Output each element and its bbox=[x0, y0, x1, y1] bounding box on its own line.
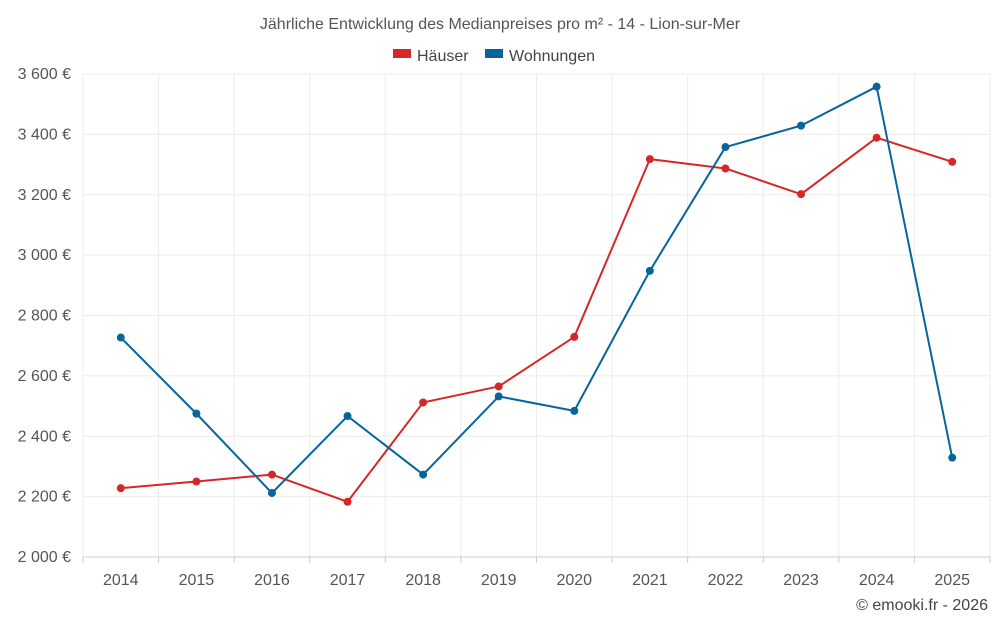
data-point-wohnungen bbox=[797, 121, 806, 130]
data-point-haeuser bbox=[116, 484, 125, 493]
data-point-wohnungen bbox=[645, 266, 654, 275]
y-tick-label: 2 800 € bbox=[18, 308, 71, 325]
series-line-haeuser bbox=[120, 136, 953, 503]
data-point-haeuser bbox=[494, 382, 503, 391]
grid bbox=[82, 73, 991, 557]
data-point-haeuser bbox=[872, 133, 881, 142]
data-point-haeuser bbox=[267, 470, 276, 479]
data-point-haeuser bbox=[721, 164, 730, 173]
series bbox=[116, 82, 957, 506]
data-point-haeuser bbox=[192, 477, 201, 486]
legend-label-wohnungen[interactable]: Wohnungen bbox=[509, 48, 595, 65]
x-tick-label: 2025 bbox=[934, 572, 970, 589]
y-tick-label: 2 200 € bbox=[18, 489, 71, 506]
data-point-haeuser bbox=[570, 332, 579, 341]
data-point-wohnungen bbox=[267, 489, 276, 498]
data-point-wohnungen bbox=[494, 392, 503, 401]
data-point-wohnungen bbox=[343, 412, 352, 421]
legend[interactable]: Häuser Wohnungen bbox=[393, 48, 595, 65]
axes: 2 000 € 2 200 € 2 400 € 2 600 € 2 800 € 3 000… bbox=[18, 66, 991, 589]
legend-label-haeuser[interactable]: Häuser bbox=[417, 48, 469, 65]
data-point-haeuser bbox=[797, 190, 806, 199]
data-point-haeuser bbox=[948, 157, 957, 166]
x-tick-label: 2024 bbox=[859, 572, 895, 589]
y-tick-label: 2 400 € bbox=[18, 428, 71, 445]
data-point-wohnungen bbox=[721, 143, 730, 152]
chart-title: Jährliche Entwicklung des Medianpreises … bbox=[260, 16, 741, 33]
y-tick-label: 3 000 € bbox=[18, 247, 71, 264]
x-tick-label: 2021 bbox=[632, 572, 668, 589]
x-tick-label: 2015 bbox=[179, 572, 215, 589]
data-point-wohnungen bbox=[948, 453, 957, 462]
x-tick-label: 2019 bbox=[481, 572, 517, 589]
data-point-wohnungen bbox=[570, 406, 579, 415]
y-tick-label: 2 600 € bbox=[18, 368, 71, 385]
x-tick-label: 2017 bbox=[330, 572, 366, 589]
y-tick-label: 3 400 € bbox=[18, 126, 71, 143]
data-point-wohnungen bbox=[116, 333, 125, 342]
legend-swatch-wohnungen bbox=[485, 49, 503, 58]
x-tick-label: 2020 bbox=[556, 572, 592, 589]
y-tick-label: 3 600 € bbox=[18, 66, 71, 83]
x-tick-label: 2023 bbox=[783, 572, 819, 589]
x-tick-label: 2016 bbox=[254, 572, 290, 589]
series-line-wohnungen bbox=[120, 85, 954, 495]
data-point-wohnungen bbox=[419, 470, 428, 479]
data-point-wohnungen bbox=[872, 82, 881, 91]
x-tick-label: 2014 bbox=[103, 572, 139, 589]
y-tick-label: 2 000 € bbox=[18, 549, 71, 566]
legend-swatch-haeuser bbox=[393, 49, 411, 58]
data-point-haeuser bbox=[645, 155, 654, 164]
x-tick-label: 2018 bbox=[405, 572, 441, 589]
copyright-credit: © emooki.fr - 2026 bbox=[856, 597, 988, 614]
x-tick-label: 2022 bbox=[708, 572, 744, 589]
y-tick-label: 3 200 € bbox=[18, 187, 71, 204]
data-point-wohnungen bbox=[192, 409, 201, 418]
data-point-haeuser bbox=[343, 497, 352, 506]
data-point-haeuser bbox=[419, 398, 428, 407]
